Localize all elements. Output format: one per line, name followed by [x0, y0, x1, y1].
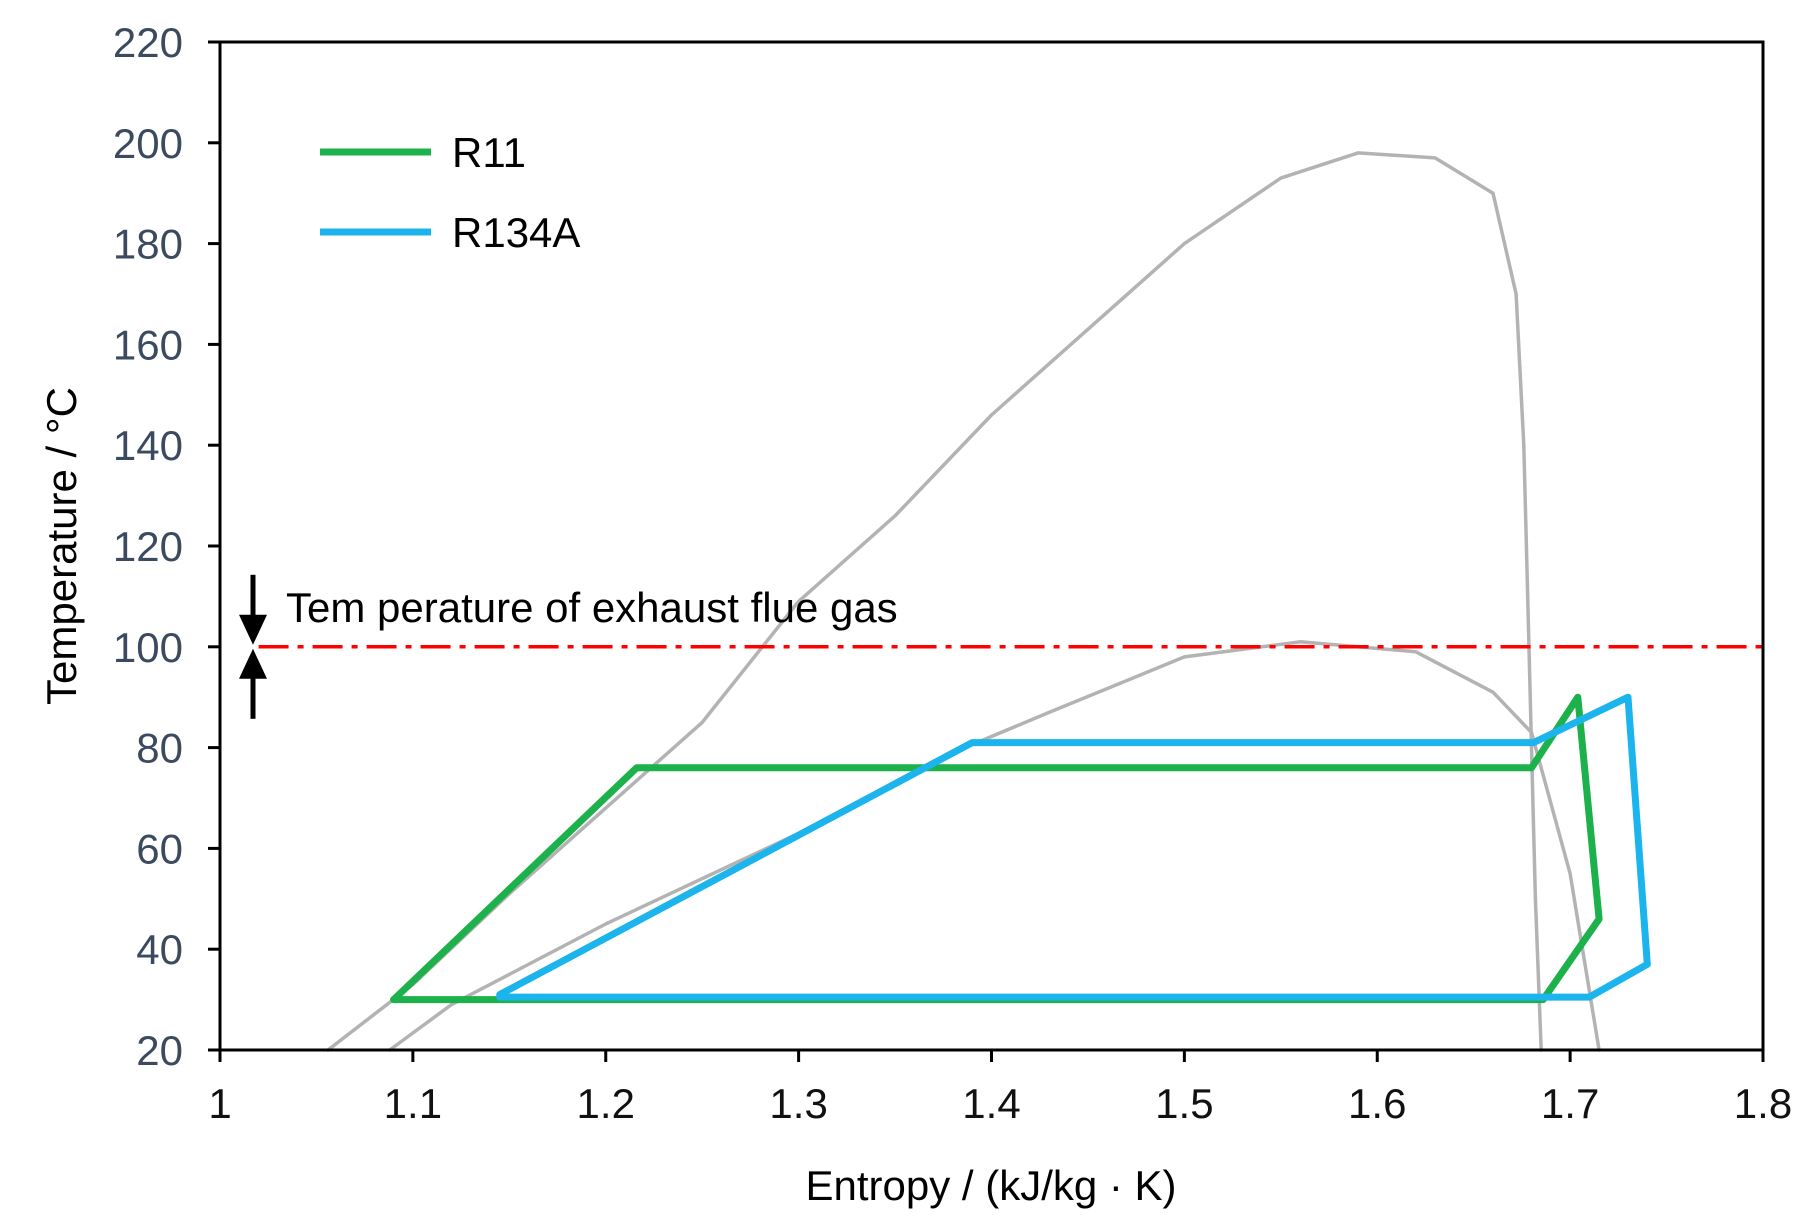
x-tick-label: 1 [208, 1080, 231, 1127]
y-tick-label: 100 [113, 624, 183, 671]
y-tick-label: 40 [136, 926, 183, 973]
x-tick-label: 1.1 [384, 1080, 442, 1127]
legend-label-r134a: R134A [452, 209, 580, 256]
y-tick-label: 60 [136, 825, 183, 872]
legend-label-r11: R11 [452, 129, 526, 176]
y-tick-label: 140 [113, 422, 183, 469]
curves-layer [326, 151, 1651, 1052]
y-tick-label: 20 [136, 1027, 183, 1074]
y-tick-label: 160 [113, 321, 183, 368]
ticks-layer: 1 1.1 1.2 1.3 1.4 1.5 1.6 1.7 1.8 20 40 60 80 100 120 1… [113, 19, 1792, 1127]
x-tick-label: 1.7 [1541, 1080, 1599, 1127]
series-line-r134a [496, 693, 1651, 1001]
y-tick-label: 180 [113, 221, 183, 268]
y-axis-title: Temperature / °C [38, 387, 85, 705]
legend: R11 R134A [320, 129, 580, 256]
y-tick-label: 220 [113, 19, 183, 66]
x-axis-title: Entropy / (kJ/kg · K) [805, 1162, 1176, 1209]
y-tick-label: 120 [113, 523, 183, 570]
x-tick-label: 1.8 [1734, 1080, 1792, 1127]
x-tick-label: 1.4 [962, 1080, 1020, 1127]
y-tick-label: 200 [113, 120, 183, 167]
saturation-curve-3 [387, 640, 1601, 1052]
y-tick-label: 80 [136, 725, 183, 772]
x-tick-label: 1.5 [1155, 1080, 1213, 1127]
double-arrow-icon [239, 574, 267, 719]
x-tick-label: 1.6 [1348, 1080, 1406, 1127]
x-tick-label: 1.3 [769, 1080, 827, 1127]
exhaust-annotation-label: Tem perature of exhaust flue gas [286, 584, 898, 631]
saturation-curve-2 [326, 151, 1543, 1052]
x-tick-label: 1.2 [577, 1080, 635, 1127]
plot-frame [218, 40, 1765, 1052]
annotation-layer: Tem perature of exhaust flue gas [239, 574, 898, 719]
